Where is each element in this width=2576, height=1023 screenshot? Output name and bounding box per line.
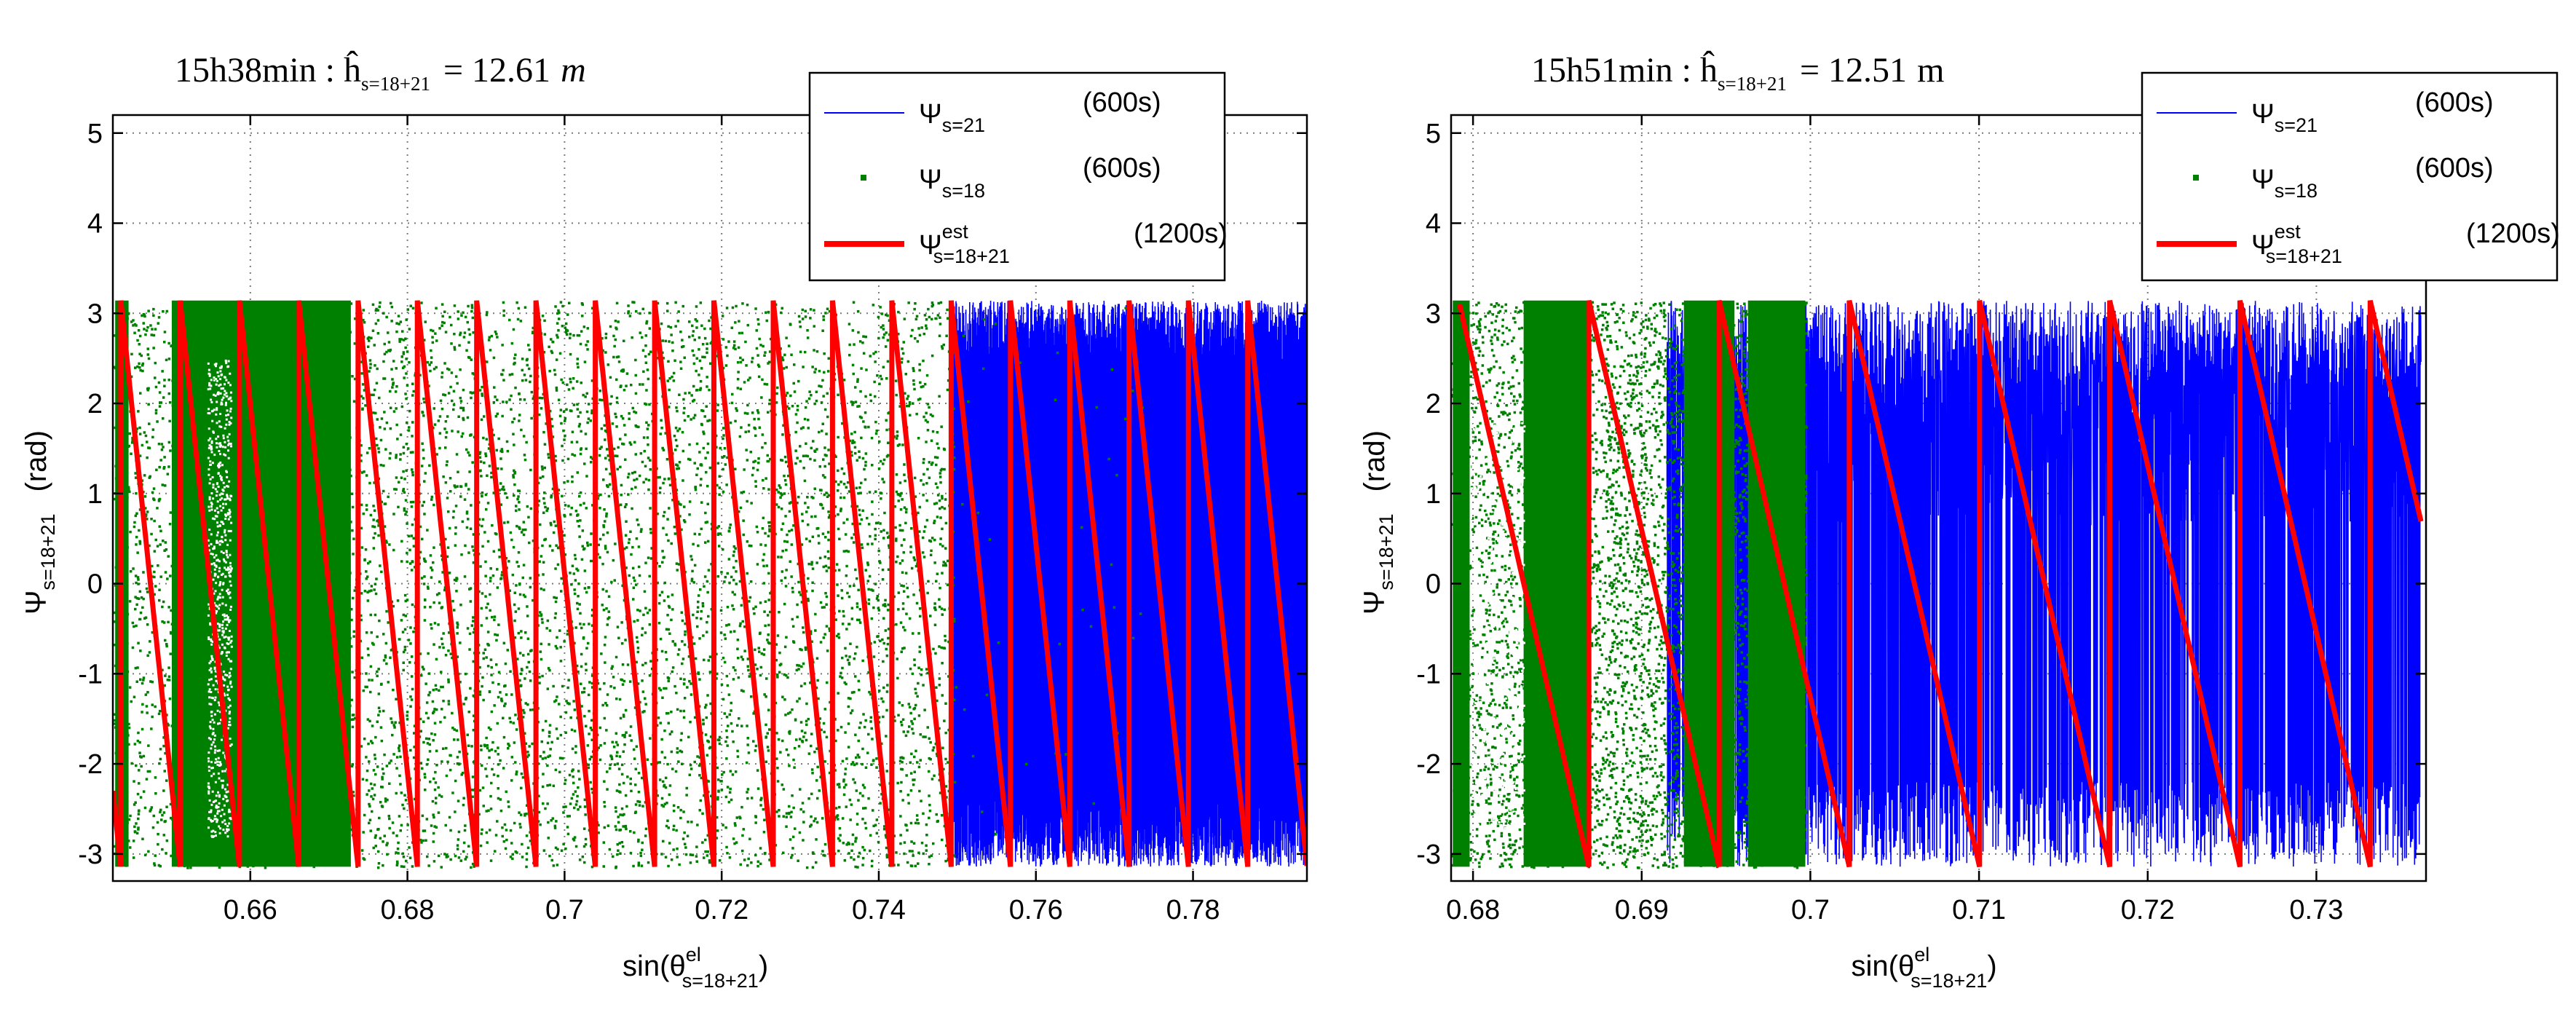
legend-marker-dot xyxy=(861,175,866,181)
legend-duration: (1200s) xyxy=(2466,218,2560,249)
y-tick-label: 3 xyxy=(1426,299,1441,329)
legend-label: Ψs=21 xyxy=(2251,99,2318,136)
plot-area xyxy=(113,300,1307,869)
chart-1: 0.66 0.68 0.7 0.72 0.74 0.76 0.78 -3 -2 -1 0 1 2 3 4 5 1… xyxy=(20,50,1308,992)
y-tick-label: 5 xyxy=(87,119,103,149)
y-axis-label: Ψs=18+21(rad) xyxy=(20,430,59,615)
y-tick-label: 1 xyxy=(1426,479,1441,510)
axes-frame xyxy=(111,114,1308,882)
legend-label: Ψs=18 xyxy=(919,165,985,202)
y-axis-label: Ψs=18+21(rad) xyxy=(1359,430,1397,615)
x-tick-label: 0.73 xyxy=(2289,895,2343,925)
legend-item-1: Ψs=21 (600s) xyxy=(2157,87,2494,136)
chart-title: 15h38min : ĥs=18+21 = 12.61 m xyxy=(175,50,586,95)
legend-item-2: Ψs=18 (600s) xyxy=(861,153,1161,202)
legend-box xyxy=(2141,71,2559,282)
series-green-dots xyxy=(1451,300,1808,869)
legend-duration: (600s) xyxy=(1083,87,1161,118)
y-tick-label: 2 xyxy=(1426,389,1441,419)
y-tick-label: 5 xyxy=(1426,119,1441,149)
legend-duration: (600s) xyxy=(2415,87,2494,118)
chart-title: 15h51min : ĥs=18+21 = 12.51 m xyxy=(1531,50,1944,95)
x-axis-label: sin(θel s=18+21) xyxy=(1852,944,1997,992)
x-tick-label: 0.74 xyxy=(852,895,906,925)
legend: Ψs=21 (600s) Ψs=18 (600s) Ψest s=18+21 (1200s) xyxy=(808,71,1228,282)
grid xyxy=(113,115,1307,881)
y-tick-label: 0 xyxy=(87,569,103,600)
y-tick-label: -3 xyxy=(78,840,103,870)
legend-item-2: Ψs=18 (600s) xyxy=(2193,153,2494,202)
x-tick-label: 0.7 xyxy=(1791,895,1830,925)
y-tick-label: -1 xyxy=(1416,659,1441,690)
x-tick-label: 0.78 xyxy=(1166,895,1220,925)
plot-area xyxy=(1451,300,2424,869)
legend-marker-dot xyxy=(2193,175,2199,181)
legend-label: Ψest s=18+21 xyxy=(919,221,1010,267)
x-tick-label: 0.68 xyxy=(381,895,435,925)
chart-2: 0.68 0.69 0.7 0.71 0.72 0.73 -3 -2 -1 0 1 2 3 4 5 15h51… xyxy=(1359,50,2560,992)
y-tick-label: -2 xyxy=(1416,749,1441,780)
y-tick-label: -3 xyxy=(1416,840,1441,870)
legend-duration: (600s) xyxy=(2415,153,2494,183)
series-red-estimate xyxy=(113,300,1307,867)
legend-duration: (600s) xyxy=(1083,153,1161,183)
x-tick-label: 0.66 xyxy=(224,895,277,925)
x-tick-label: 0.76 xyxy=(1009,895,1063,925)
legend-item-1: Ψs=21 (600s) xyxy=(824,87,1161,136)
x-tick-label: 0.68 xyxy=(1446,895,1500,925)
legend-item-3: Ψest s=18+21 (1200s) xyxy=(824,218,1228,267)
legend: Ψs=21 (600s) Ψs=18 (600s) Ψest s=18+21 (1200s) xyxy=(2141,71,2560,282)
y-tick-label: 4 xyxy=(87,209,103,240)
y-tick-label: 2 xyxy=(87,389,103,419)
x-axis-label: sin(θel s=18+21) xyxy=(623,944,768,992)
y-tick-label: 3 xyxy=(87,299,103,329)
series-green-dots xyxy=(113,300,1145,869)
axes-frame xyxy=(1450,114,2427,882)
legend-item-3: Ψest s=18+21 (1200s) xyxy=(2157,218,2560,267)
legend-box xyxy=(808,71,1226,282)
y-tick-label: 4 xyxy=(1426,209,1441,240)
y-tick-label: -2 xyxy=(78,749,103,780)
y-tick-label: -1 xyxy=(78,659,103,690)
y-tick-label: 1 xyxy=(87,479,103,510)
x-tick-label: 0.72 xyxy=(695,895,748,925)
x-tick-label: 0.71 xyxy=(1952,895,2006,925)
x-tick-label: 0.72 xyxy=(2121,895,2175,925)
series-red-estimate xyxy=(1457,300,2424,868)
y-tick-label: 0 xyxy=(1426,569,1441,600)
legend-label: Ψest s=18+21 xyxy=(2251,221,2342,267)
x-tick-label: 0.7 xyxy=(545,895,584,925)
legend-duration: (1200s) xyxy=(1134,218,1228,249)
x-tick-label: 0.69 xyxy=(1615,895,1669,925)
legend-label: Ψs=21 xyxy=(919,99,985,136)
legend-label: Ψs=18 xyxy=(2251,165,2318,202)
